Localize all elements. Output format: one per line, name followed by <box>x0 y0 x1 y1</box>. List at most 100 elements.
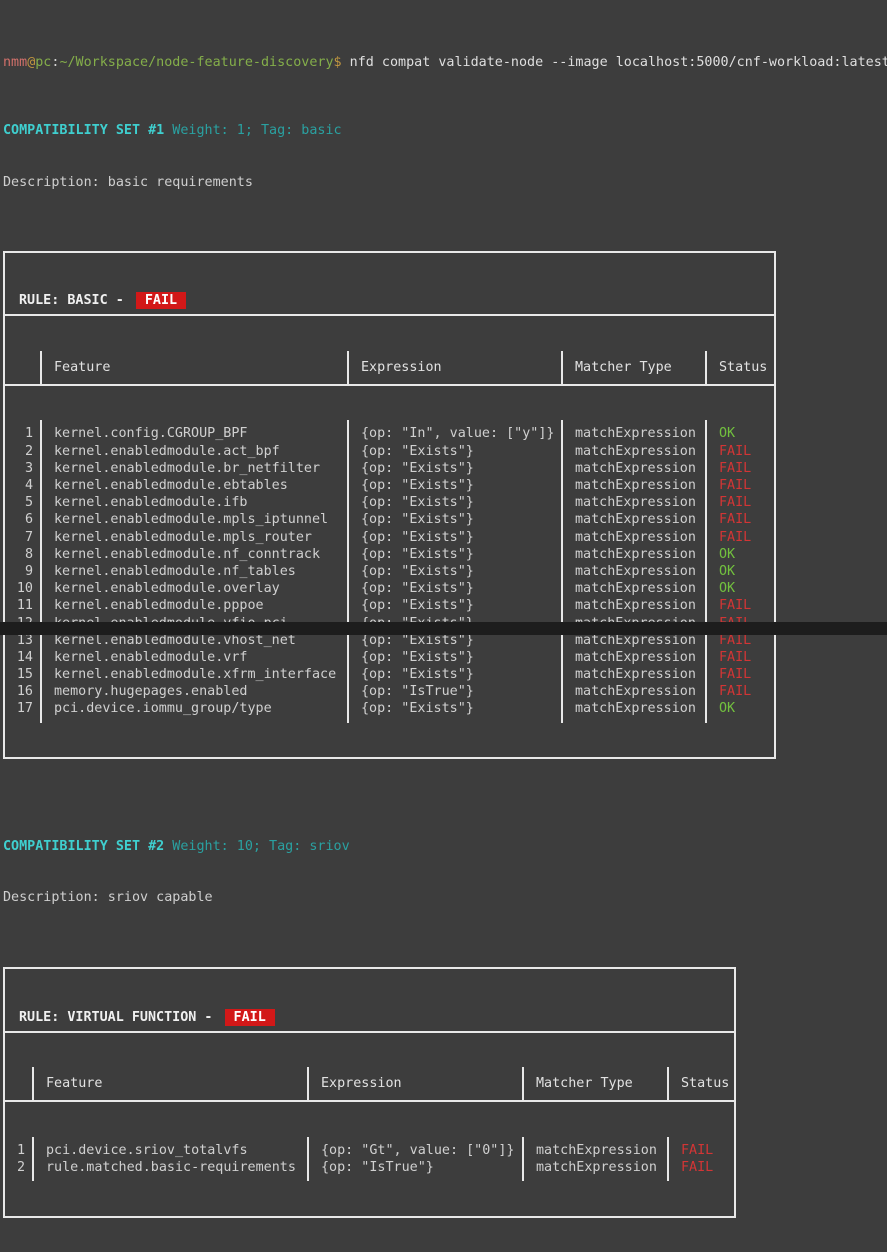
table-cell-feature: rule.matched.basic-requirements <box>46 1159 307 1176</box>
table-cell-matcher: matchExpression <box>536 1142 667 1159</box>
col-header-expression: Expression <box>309 1067 524 1100</box>
table-cell-num: 2 <box>5 1159 25 1176</box>
table-cell-expression: {op: "Exists"} <box>361 649 561 666</box>
set1-meta: Weight: 1; Tag: basic <box>164 123 341 138</box>
table-cell-matcher: matchExpression <box>575 529 705 546</box>
table-cell-matcher: matchExpression <box>575 700 705 717</box>
prompt-dollar: $ <box>334 55 342 70</box>
table-cell-feature: pci.device.sriov_totalvfs <box>46 1142 307 1159</box>
expression-column: {op: "In", value: ["y"]}{op: "Exists"}{o… <box>349 420 563 722</box>
table-cell-num: 3 <box>5 460 33 477</box>
col-header-feature: Feature <box>34 1067 309 1100</box>
rule-header-basic: RULE: BASIC - FAIL <box>5 287 774 316</box>
table-cell-expression: {op: "Exists"} <box>361 494 561 511</box>
table-cell-status: OK <box>719 425 774 442</box>
table-cell-expression: {op: "Exists"} <box>361 546 561 563</box>
prompt-path: ~/Workspace/node-feature-discovery <box>59 55 333 70</box>
table-cell-matcher: matchExpression <box>575 683 705 700</box>
table-cell-status: OK <box>719 580 774 597</box>
set2-title-line: COMPATIBILITY SET #2 Weight: 10; Tag: sr… <box>3 838 887 855</box>
table-cell-matcher: matchExpression <box>575 649 705 666</box>
table-cell-expression: {op: "IsTrue"} <box>321 1159 522 1176</box>
rule-label-basic: RULE: BASIC - <box>19 293 132 308</box>
table-cell-status: FAIL <box>719 477 774 494</box>
table-cell-matcher: matchExpression <box>575 597 705 614</box>
table-cell-feature: memory.hugepages.enabled <box>54 683 347 700</box>
table-cell-matcher: matchExpression <box>575 425 705 442</box>
set1-title-line: COMPATIBILITY SET #1 Weight: 1; Tag: bas… <box>3 122 887 139</box>
table-cell-status: OK <box>719 546 774 563</box>
set1-description: Description: basic requirements <box>3 174 887 191</box>
prompt-host: pc <box>35 55 51 70</box>
set2-description: Description: sriov capable <box>3 889 887 906</box>
set1-title: COMPATIBILITY SET #1 <box>3 123 164 138</box>
table-cell-num: 10 <box>5 580 33 597</box>
table-cell-feature: kernel.enabledmodule.overlay <box>54 580 347 597</box>
table-cell-num: 1 <box>5 425 33 442</box>
command-text: nfd compat validate-node --image localho… <box>342 55 887 70</box>
table-cell-status: FAIL <box>719 683 774 700</box>
table-cell-expression: {op: "IsTrue"} <box>361 683 561 700</box>
col-header-num <box>5 351 42 384</box>
table-cell-num: 14 <box>5 649 33 666</box>
table-cell-num: 1 <box>5 1142 25 1159</box>
table-cell-feature: kernel.enabledmodule.ifb <box>54 494 347 511</box>
table-cell-expression: {op: "Exists"} <box>361 666 561 683</box>
set2-title: COMPATIBILITY SET #2 <box>3 839 164 854</box>
table-cell-status: FAIL <box>719 511 774 528</box>
table-cell-expression: {op: "Exists"} <box>361 477 561 494</box>
table-cell-matcher: matchExpression <box>575 494 705 511</box>
col-header-status: Status <box>707 351 774 384</box>
table-cell-matcher: matchExpression <box>575 546 705 563</box>
table-cell-feature: kernel.enabledmodule.xfrm_interface <box>54 666 347 683</box>
table-cell-matcher: matchExpression <box>575 511 705 528</box>
table-cell-num: 9 <box>5 563 33 580</box>
rule-label-virtual-function: RULE: VIRTUAL FUNCTION - <box>19 1010 221 1025</box>
table-cell-num: 7 <box>5 529 33 546</box>
prompt-line: nmm@pc:~/Workspace/node-feature-discover… <box>3 54 887 71</box>
table-cell-expression: {op: "Exists"} <box>361 511 561 528</box>
table-cell-num: 2 <box>5 443 33 460</box>
table-cell-expression: {op: "In", value: ["y"]} <box>361 425 561 442</box>
table-cell-matcher: matchExpression <box>536 1159 667 1176</box>
table-cell-expression: {op: "Exists"} <box>361 580 561 597</box>
table-cell-status: FAIL <box>719 666 774 683</box>
table-cell-feature: kernel.enabledmodule.ebtables <box>54 477 347 494</box>
table-cell-expression: {op: "Gt", value: ["0"]} <box>321 1142 522 1159</box>
col-header-feature: Feature <box>42 351 349 384</box>
table-cell-status: OK <box>719 563 774 580</box>
window-bottom-edge <box>0 622 887 635</box>
table-cell-expression: {op: "Exists"} <box>361 597 561 614</box>
rule-status-badge-virtual-function: FAIL <box>225 1009 275 1026</box>
rule-status-badge-basic: FAIL <box>136 292 186 309</box>
table-cell-num: 17 <box>5 700 33 717</box>
table-cell-status: FAIL <box>719 460 774 477</box>
table-header-row: Feature Expression Matcher Type Status <box>5 351 774 386</box>
table-cell-num: 15 <box>5 666 33 683</box>
table-cell-status: FAIL <box>681 1159 734 1176</box>
table-cell-status: FAIL <box>719 529 774 546</box>
table-cell-feature: kernel.enabledmodule.act_bpf <box>54 443 347 460</box>
table-cell-status: OK <box>719 700 774 717</box>
table-cell-matcher: matchExpression <box>575 477 705 494</box>
table-cell-expression: {op: "Exists"} <box>361 700 561 717</box>
table-cell-feature: pci.device.iommu_group/type <box>54 700 347 717</box>
table-cell-num: 11 <box>5 597 33 614</box>
table-cell-num: 4 <box>5 477 33 494</box>
table-cell-expression: {op: "Exists"} <box>361 529 561 546</box>
table-cell-expression: {op: "Exists"} <box>361 563 561 580</box>
table-cell-expression: {op: "Exists"} <box>361 443 561 460</box>
table-cell-feature: kernel.enabledmodule.vrf <box>54 649 347 666</box>
table-header-row: Feature Expression Matcher Type Status <box>5 1067 734 1102</box>
table-cell-num: 5 <box>5 494 33 511</box>
table-cell-feature: kernel.enabledmodule.br_netfilter <box>54 460 347 477</box>
